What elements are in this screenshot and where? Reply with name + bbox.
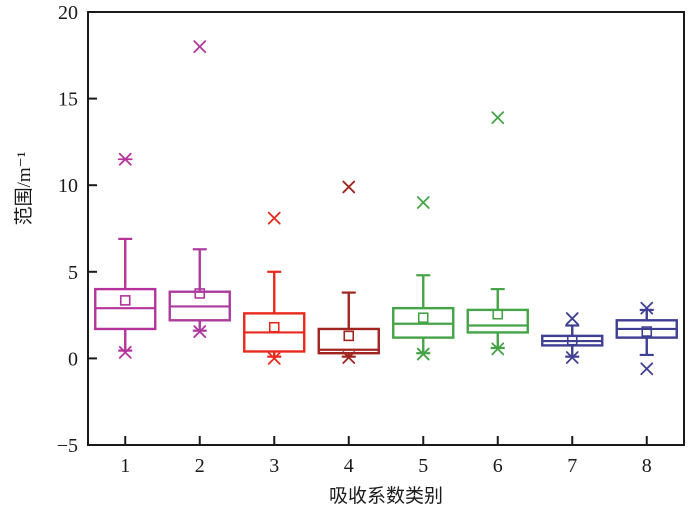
- x-tick-label: 4: [344, 455, 354, 477]
- outlier-high-marker: [193, 40, 207, 54]
- y-tick-label: 15: [58, 89, 78, 111]
- x-tick-label: 8: [642, 455, 652, 477]
- x-tick-label: 7: [567, 455, 577, 477]
- x-tick-label: 2: [195, 455, 205, 477]
- y-tick-label: 20: [58, 2, 78, 24]
- x-tick-label: 3: [269, 455, 279, 477]
- mean-marker: [268, 321, 280, 333]
- outlier-high-marker: [565, 312, 579, 325]
- outlier-low-marker: [342, 351, 356, 364]
- y-tick-label: 0: [68, 348, 78, 370]
- mean-marker: [492, 308, 504, 320]
- y-tick-label: 5: [68, 262, 78, 284]
- mean-marker: [119, 295, 131, 306]
- outlier-high-marker: [491, 111, 505, 125]
- outlier-high-marker: [640, 301, 654, 315]
- outlier-low-marker: [565, 351, 579, 364]
- mean-marker: [566, 334, 578, 346]
- y-tick-label: −5: [57, 435, 78, 457]
- x-tick-label: 5: [418, 455, 428, 477]
- outlier-low-marker: [193, 325, 207, 338]
- plot-layer: −5 0 5 10 15 20 1 2 3 4 5 6 7 8: [57, 2, 685, 477]
- outlier-high-marker: [416, 196, 430, 209]
- plot-frame: [87, 11, 685, 446]
- mean-marker: [641, 326, 653, 337]
- outlier-low-marker: [640, 362, 654, 376]
- outlier-low-marker: [267, 352, 281, 365]
- x-axis-title: 吸收系数类别: [329, 485, 443, 507]
- box-4: [317, 327, 380, 355]
- outlier-high-marker: [117, 152, 133, 166]
- x-tick-label: 6: [493, 455, 503, 477]
- box-6: [466, 308, 529, 334]
- outlier-high-marker: [267, 211, 281, 225]
- mean-marker: [194, 288, 206, 299]
- outlier-low-marker: [491, 342, 505, 356]
- y-tick-label: 10: [58, 175, 78, 197]
- y-axis-title: 范围/m⁻¹: [13, 151, 35, 225]
- mean-marker: [417, 312, 429, 323]
- outlier-high-marker: [342, 180, 356, 194]
- mean-marker: [343, 330, 355, 342]
- outlier-low-marker: [118, 345, 132, 359]
- x-tick-label: 1: [120, 455, 130, 477]
- outlier-low-marker: [416, 347, 430, 361]
